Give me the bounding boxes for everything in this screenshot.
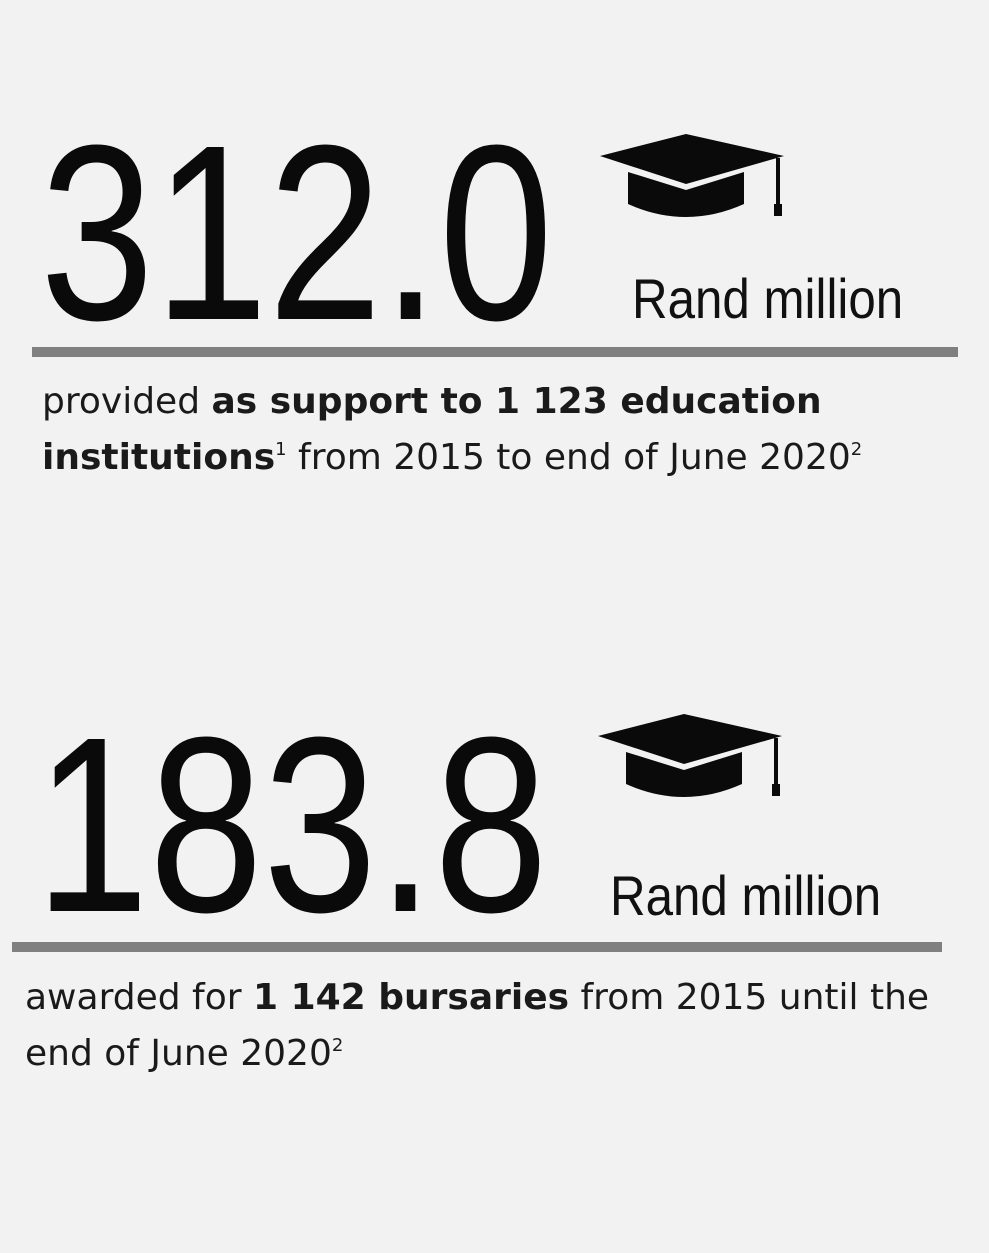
text: from 2015 to end of June 2020 (286, 437, 851, 478)
stat-description: awarded for 1 142 bursaries from 2015 un… (25, 970, 945, 1082)
stat-value: 183.8 (35, 685, 549, 964)
footnote-ref: 1 (275, 439, 287, 460)
bold-text: as support to 1 123 education institutio… (42, 381, 822, 478)
stat-value: 312.0 (40, 93, 554, 372)
bold-text: 1 142 bursaries (252, 977, 570, 1018)
stat-unit: Rand million (610, 864, 882, 927)
footnote-ref: 2 (331, 1035, 344, 1056)
text: awarded for (25, 977, 253, 1018)
divider (32, 347, 958, 357)
stat-unit: Rand million (632, 267, 904, 330)
divider (12, 942, 942, 952)
text: provided (42, 381, 212, 422)
graduation-cap-icon (600, 134, 784, 217)
text: from 2015 until the end of June 2020 (25, 977, 930, 1074)
footnote-ref: 2 (850, 439, 863, 460)
graduation-cap-icon (598, 714, 782, 797)
stat-description: provided as support to 1 123 education i… (42, 374, 962, 486)
